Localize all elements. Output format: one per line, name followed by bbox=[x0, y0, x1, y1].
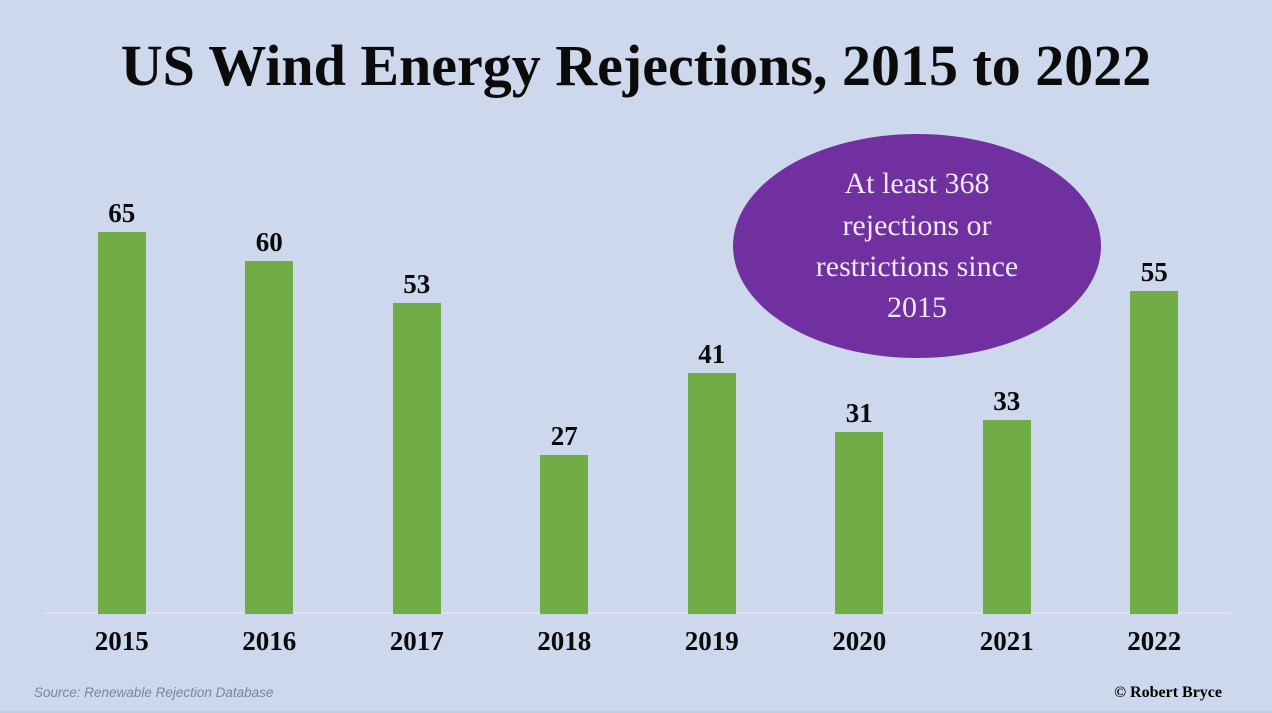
bar-column-2021: 33 2021 bbox=[933, 150, 1081, 666]
annotation-line: restrictions since bbox=[815, 250, 1019, 283]
annotation-ellipse: At least 368 rejections or restrictions … bbox=[733, 134, 1101, 358]
x-axis-label: 2017 bbox=[389, 626, 444, 656]
annotation-line: 2015 bbox=[886, 291, 947, 325]
bar-column-2018: 27 2018 bbox=[491, 150, 639, 666]
annotation-text: At least 368 rejections or restrictions … bbox=[816, 163, 1018, 329]
bar bbox=[540, 455, 589, 614]
bar-value-label: 65 bbox=[108, 198, 136, 228]
x-axis-label: 2021 bbox=[979, 626, 1034, 656]
bar-value-label: 55 bbox=[1140, 257, 1168, 287]
bar-column-2017: 53 2017 bbox=[343, 150, 491, 666]
bar bbox=[835, 432, 884, 614]
bar-column-2016: 60 2016 bbox=[196, 150, 344, 666]
x-axis-label: 2020 bbox=[832, 626, 887, 656]
annotation-line: At least 368 bbox=[844, 167, 990, 201]
bar-value-label: 53 bbox=[403, 269, 431, 299]
copyright-note: © Robert Bryce bbox=[1114, 684, 1222, 701]
x-axis-label: 2018 bbox=[537, 626, 592, 656]
bar bbox=[245, 261, 294, 614]
bar bbox=[392, 303, 441, 614]
annotation-line: rejections or bbox=[842, 208, 992, 242]
bar-column-2020: 31 2020 bbox=[786, 150, 934, 666]
bar bbox=[982, 420, 1031, 614]
x-axis-label: 2015 bbox=[94, 626, 149, 656]
bar bbox=[687, 373, 736, 614]
source-note: Source: Renewable Rejection Database bbox=[34, 685, 274, 700]
chart-title: US Wind Energy Rejections, 2015 to 2022 bbox=[120, 33, 1152, 98]
x-axis-label: 2016 bbox=[242, 626, 297, 656]
bar bbox=[1130, 291, 1179, 614]
bar-value-label: 60 bbox=[255, 227, 283, 257]
bar-value-label: 31 bbox=[845, 398, 873, 428]
bar-column-2022: 55 2022 bbox=[1081, 150, 1229, 666]
bar-column-2019: 41 2019 bbox=[638, 150, 786, 666]
bar-column-2015: 65 2015 bbox=[48, 150, 196, 666]
x-axis-label: 2019 bbox=[684, 626, 739, 656]
bar bbox=[97, 232, 146, 614]
bar-value-label: 33 bbox=[993, 386, 1021, 416]
x-axis-label: 2022 bbox=[1127, 626, 1182, 656]
bar-value-label: 27 bbox=[550, 421, 578, 451]
bar-chart: 65 2015 60 2016 53 2017 27 2018 41 2019 31 2020 33 20… bbox=[48, 150, 1228, 666]
bar-value-label: 41 bbox=[698, 339, 726, 369]
x-axis-line bbox=[45, 612, 1231, 614]
